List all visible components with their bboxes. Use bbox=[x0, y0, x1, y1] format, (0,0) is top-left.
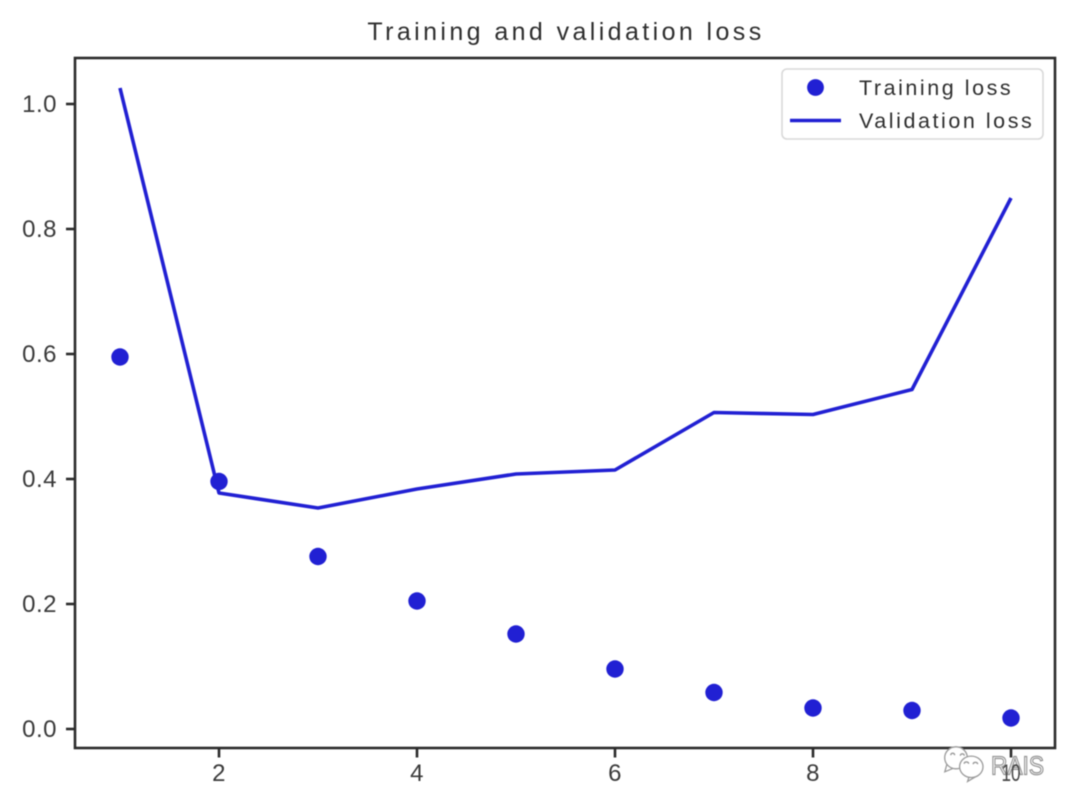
svg-text:4: 4 bbox=[410, 760, 424, 787]
svg-text:6: 6 bbox=[608, 760, 622, 787]
svg-text:1.0: 1.0 bbox=[22, 91, 57, 118]
svg-text:0.2: 0.2 bbox=[22, 591, 57, 618]
svg-text:0.6: 0.6 bbox=[22, 341, 57, 368]
svg-text:Training loss: Training loss bbox=[859, 76, 1013, 100]
svg-text:8: 8 bbox=[806, 760, 820, 787]
svg-text:0.8: 0.8 bbox=[22, 216, 57, 243]
svg-text:RAIS: RAIS bbox=[991, 751, 1044, 781]
svg-text:0.4: 0.4 bbox=[22, 466, 57, 493]
svg-text:Validation loss: Validation loss bbox=[859, 109, 1034, 133]
svg-text:2: 2 bbox=[212, 760, 226, 787]
svg-text:Training and validation loss: Training and validation loss bbox=[367, 18, 764, 46]
svg-text:10: 10 bbox=[1002, 760, 1021, 787]
svg-text:0.0: 0.0 bbox=[22, 716, 57, 743]
